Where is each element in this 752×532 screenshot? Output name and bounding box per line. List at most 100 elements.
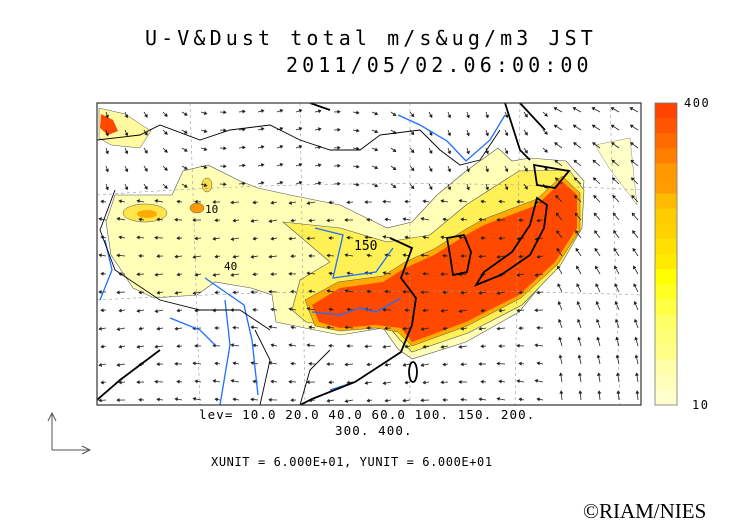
- wind-arrow-head: [270, 236, 274, 241]
- wind-arrow-head: [442, 290, 446, 295]
- wind-arrow-head: [611, 177, 616, 182]
- wind-arrow-head: [534, 378, 539, 383]
- wind-arrow-head: [356, 110, 360, 115]
- colorbar-band: [655, 314, 677, 330]
- colorbar-band: [655, 208, 677, 225]
- wind-arrow-head: [556, 247, 561, 252]
- wind-arrow-head: [428, 114, 433, 118]
- wind-arrow-head: [536, 218, 540, 223]
- wind-arrow-head: [597, 390, 602, 394]
- wind-arrow-head: [366, 325, 370, 330]
- wind-arrow-head: [460, 397, 464, 402]
- wind-arrow-head: [366, 362, 370, 367]
- wind-arrow-head: [288, 307, 292, 312]
- wind-arrow-head: [194, 236, 198, 241]
- wind-arrow-head: [485, 132, 489, 137]
- wind-arrow-head: [635, 372, 639, 376]
- wind-arrow-head: [633, 300, 638, 305]
- wind-arrow-head: [183, 130, 188, 134]
- wind-arrow-head: [298, 109, 303, 113]
- wind-arrow-head: [440, 308, 444, 313]
- wind-arrow-head: [496, 254, 500, 259]
- dust-patch-pacific: [594, 137, 638, 206]
- wind-arrow-head: [203, 183, 208, 187]
- wind-arrow-head: [420, 290, 424, 295]
- wind-arrow-head: [516, 236, 520, 241]
- wind-arrow-head: [374, 165, 379, 170]
- wind-arrow-head: [250, 325, 254, 330]
- wind-arrow-head: [496, 326, 500, 331]
- wind-arrow-head: [442, 362, 446, 367]
- wind-arrow-head: [504, 186, 509, 191]
- wind-arrow-head: [356, 146, 360, 151]
- wind-arrow-head: [136, 272, 140, 277]
- wind-arrow-head: [516, 199, 520, 204]
- wind-arrow-head: [447, 168, 452, 173]
- wind-arrow-head: [328, 200, 332, 205]
- wind-arrow-head: [384, 217, 388, 222]
- wind-arrow-head: [356, 164, 360, 169]
- contour-label-10: 10: [205, 203, 218, 216]
- wind-arrow-head: [557, 318, 562, 323]
- wind-arrow-head: [138, 290, 142, 295]
- wind-arrow-head: [356, 128, 360, 133]
- wind-arrow-head: [306, 236, 310, 241]
- wind-arrow-head: [392, 166, 397, 171]
- dust-patch-northwest-core: [100, 114, 118, 135]
- wind-arrow-head: [214, 254, 218, 259]
- wind-arrow-head: [298, 145, 303, 149]
- wind-arrow-head: [306, 306, 311, 311]
- wind-arrow-head: [268, 254, 272, 259]
- wind-arrow-head: [460, 362, 464, 367]
- wind-arrow-head: [536, 290, 540, 295]
- wind-arrow-head: [144, 167, 148, 172]
- wind-arrow-head: [144, 149, 148, 154]
- wind-arrow-head: [346, 307, 350, 312]
- wind-arrow-head: [402, 326, 406, 331]
- wind-arrow-head: [440, 272, 444, 277]
- wind-arrow-head: [374, 147, 379, 152]
- colorbar-band: [655, 193, 677, 209]
- wind-arrow-head: [270, 307, 274, 312]
- wind-arrow-head: [242, 127, 246, 132]
- wind-arrow-head: [328, 380, 332, 385]
- wind-arrow-head: [420, 363, 424, 367]
- wind-arrow-head: [223, 128, 227, 133]
- wind-arrow-head: [616, 390, 621, 394]
- wind-arrow-head: [404, 199, 408, 204]
- wind-arrow-head: [404, 271, 408, 276]
- wind-arrow-head: [366, 217, 370, 222]
- wind-arrow-head: [402, 362, 407, 367]
- wind-arrow-head: [404, 308, 408, 313]
- wind-arrow-head: [346, 380, 350, 385]
- wind-arrow-head: [230, 378, 235, 383]
- wind-arrow-head: [298, 127, 303, 131]
- wind-arrow-head: [232, 361, 236, 366]
- wind-arrow-head: [578, 372, 582, 376]
- wind-arrow-head: [382, 307, 386, 312]
- colorbar-min-label: 10: [692, 398, 710, 412]
- wind-arrow-head: [420, 253, 424, 258]
- wind-arrow-head: [634, 336, 639, 341]
- wind-arrow-head: [154, 309, 159, 314]
- wind-arrow-head: [593, 212, 598, 217]
- wind-arrow-head: [144, 113, 148, 118]
- wind-arrow-head: [442, 397, 446, 402]
- wind-arrow-head: [174, 290, 179, 295]
- wind-arrow-head: [447, 132, 452, 137]
- wind-arrow-head: [480, 199, 484, 204]
- wind-arrow-head: [176, 236, 180, 241]
- wind-arrow-head: [518, 218, 522, 223]
- wind-arrow-head: [156, 290, 160, 295]
- wind-arrow-head: [344, 218, 348, 223]
- colorbar-band: [655, 389, 677, 406]
- wind-arrow-head: [610, 107, 615, 111]
- colorbar-band: [655, 269, 677, 285]
- wind-arrow-head: [558, 354, 563, 359]
- colorbar-band: [655, 118, 677, 134]
- wind-arrow-head: [382, 199, 386, 204]
- wind-arrow-head: [100, 344, 104, 349]
- wind-arrow-head: [524, 113, 528, 118]
- wind-arrow-head: [485, 114, 489, 119]
- wind-arrow-head: [554, 142, 558, 146]
